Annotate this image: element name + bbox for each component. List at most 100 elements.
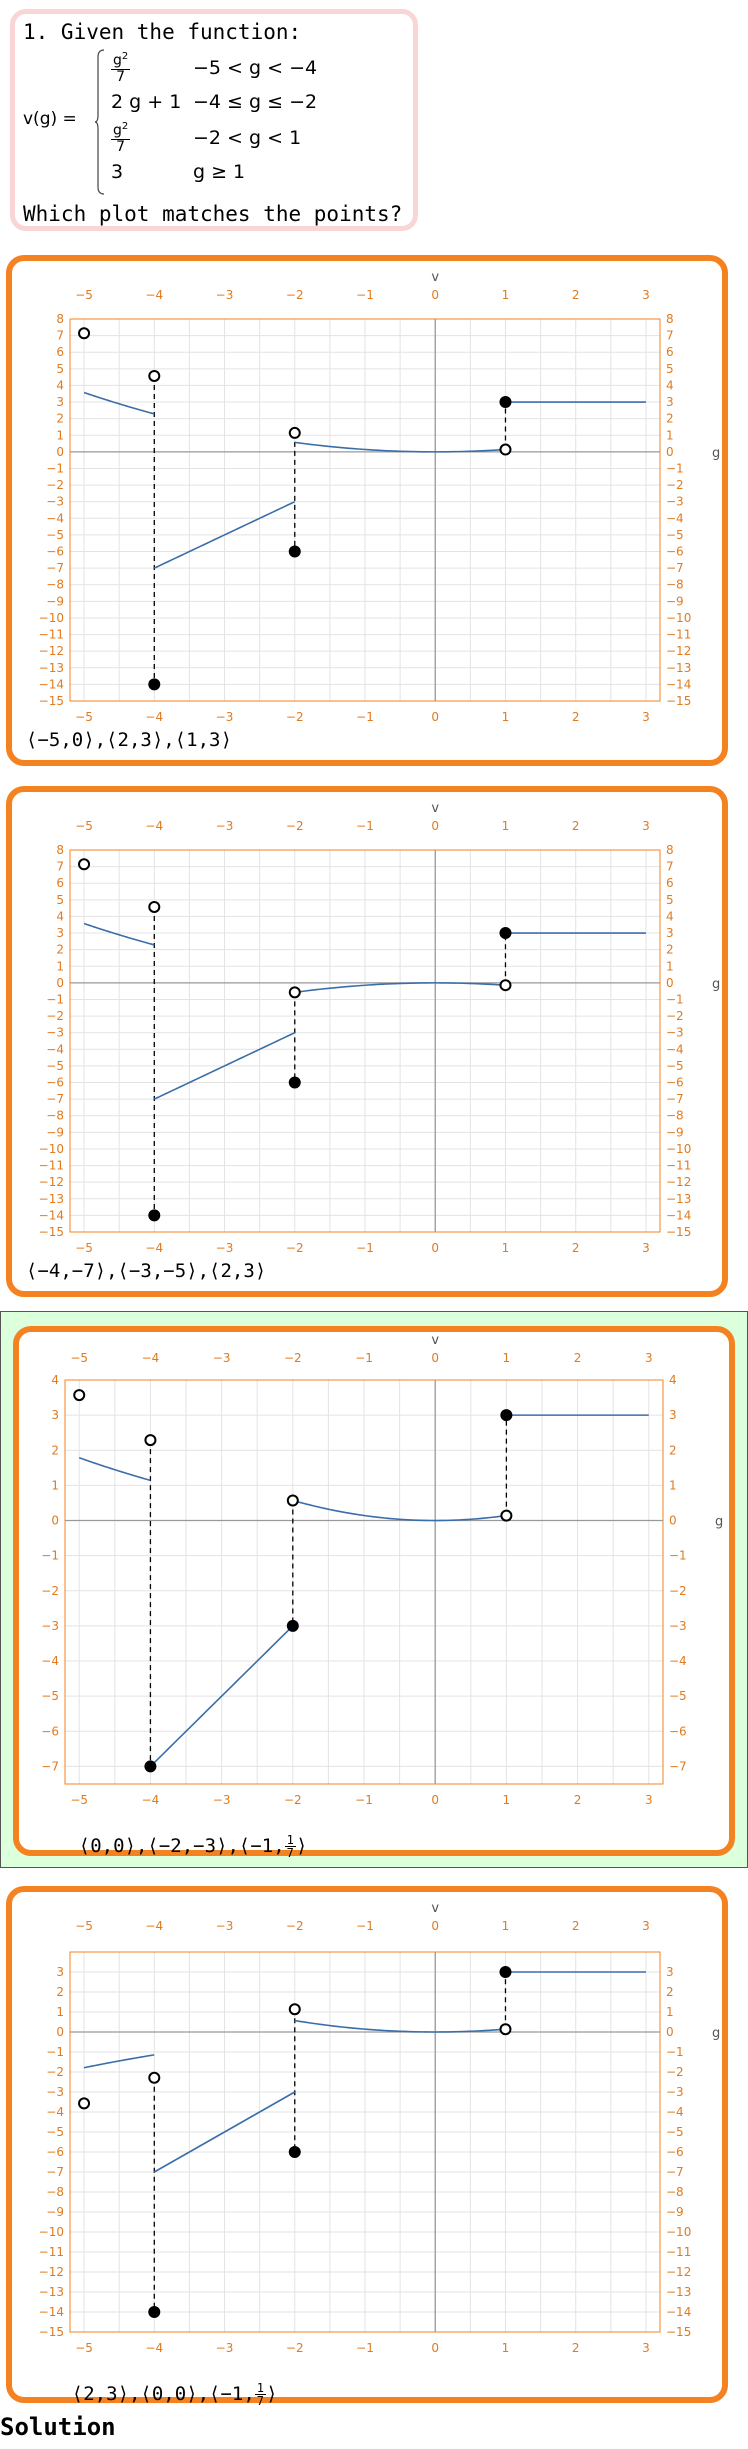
x-tick-label-bottom: 0	[431, 710, 439, 724]
x-tick-label-bottom: 1	[502, 1241, 510, 1255]
brace-icon	[95, 49, 105, 195]
y-axis-name: v	[431, 1901, 439, 1916]
y-tick-label-right: −2	[666, 2065, 684, 2079]
y-tick-label-left: 2	[56, 943, 64, 957]
y-tick-label-left: −5	[46, 2125, 64, 2139]
y-tick-label-left: −14	[39, 1208, 64, 1222]
y-tick-label-left: −13	[39, 661, 64, 675]
x-tick-label-top: 3	[642, 288, 650, 302]
x-tick-label-bottom: −1	[356, 2341, 374, 2355]
y-tick-label-right: −14	[666, 677, 691, 691]
y-tick-label-left: −15	[39, 694, 64, 708]
y-tick-label-right: −4	[666, 1042, 684, 1056]
y-tick-label-right: −11	[666, 628, 691, 642]
y-tick-label-right: 4	[666, 378, 674, 392]
open-point	[78, 858, 91, 871]
y-tick-label-left: 0	[56, 445, 64, 459]
open-point	[144, 1434, 157, 1447]
option-c[interactable]: −5 −5 −4 −4 −3 −3 −2 −2 −1 −1 0 0 1 1 2 2 3 3 4 4 3 3 2 2 1 1 0 0 −1…	[13, 1326, 735, 1859]
y-tick-label-left: 0	[51, 1514, 59, 1528]
y-tick-label-left: 4	[56, 378, 64, 392]
x-tick-label-top: −5	[75, 288, 93, 302]
x-tick-label-top: −1	[356, 819, 374, 833]
x-tick-label-top: −3	[216, 288, 234, 302]
y-tick-label-left: −9	[46, 594, 64, 608]
x-tick-label-bottom: −2	[286, 2341, 304, 2355]
x-tick-label-bottom: 1	[503, 1793, 511, 1807]
y-tick-label-right: −13	[666, 1192, 691, 1206]
open-point	[73, 1389, 86, 1402]
y-tick-label-right: −4	[666, 511, 684, 525]
y-tick-label-right: −5	[666, 1059, 684, 1073]
y-tick-label-right: −6	[666, 545, 684, 559]
y-tick-label-right: −5	[669, 1689, 687, 1703]
case-4-expr: 3	[111, 161, 124, 183]
open-point	[78, 2097, 91, 2110]
x-tick-label-bottom: −5	[75, 710, 93, 724]
y-tick-label-right: −10	[666, 2225, 691, 2239]
option-d[interactable]: −5 −5 −4 −4 −3 −3 −2 −2 −1 −1 0 0 1 1 2 2 3 3 3 3 2 2 1 1 0 0 −1 −1…	[6, 1886, 728, 2407]
option-b[interactable]: −5 −5 −4 −4 −3 −3 −2 −2 −1 −1 0 0 1 1 2 2 3 3 8 8 7 7 6 6 5 5 4 4 3 3…	[6, 786, 728, 1297]
y-tick-label-left: −2	[46, 1009, 64, 1023]
curve-segment	[83, 2054, 155, 2069]
y-tick-label-right: −5	[666, 528, 684, 542]
question-box: 1. Given the function: v(g) = g2 7 −5 < g…	[10, 9, 418, 231]
x-tick-label-top: 0	[431, 1919, 439, 1933]
y-tick-label-right: −14	[666, 1208, 691, 1222]
y-tick-label-left: −4	[46, 2105, 64, 2119]
y-tick-label-left: 2	[56, 1985, 64, 1999]
y-axis-name: v	[431, 270, 439, 285]
y-tick-label-right: −13	[666, 661, 691, 675]
solution-label: Solution	[0, 2413, 116, 2441]
y-tick-label-left: −4	[41, 1654, 59, 1668]
curve-segment	[83, 922, 155, 946]
x-tick-label-bottom: 1	[502, 710, 510, 724]
y-tick-label-right: 5	[666, 893, 674, 907]
y-tick-label-left: −3	[41, 1619, 59, 1633]
x-tick-label-top: 3	[642, 1919, 650, 1933]
open-point	[288, 2003, 301, 2016]
y-tick-label-left: −14	[39, 677, 64, 691]
y-tick-label-right: 4	[669, 1373, 677, 1387]
y-tick-label-right: −9	[666, 1125, 684, 1139]
y-tick-label-right: 3	[669, 1408, 677, 1422]
y-tick-label-right: −10	[666, 611, 691, 625]
y-tick-label-right: 0	[666, 2025, 674, 2039]
y-tick-label-left: −9	[46, 1125, 64, 1139]
plot-frame	[69, 318, 661, 702]
y-tick-label-right: −1	[669, 1549, 687, 1563]
x-tick-label-top: −5	[70, 1351, 88, 1365]
y-tick-label-left: −6	[46, 2145, 64, 2159]
y-tick-label-left: 0	[56, 2025, 64, 2039]
y-tick-label-right: −15	[666, 2325, 691, 2339]
y-tick-label-left: −12	[39, 644, 64, 658]
y-tick-label-right: 8	[666, 312, 674, 326]
x-tick-label-top: −4	[145, 819, 163, 833]
curve-segment	[153, 2091, 296, 2173]
x-tick-label-top: −2	[284, 1351, 302, 1365]
y-tick-label-right: −9	[666, 2205, 684, 2219]
y-tick-label-right: −8	[666, 2185, 684, 2199]
y-tick-label-right: −6	[666, 1076, 684, 1090]
option-a[interactable]: −5 −5 −4 −4 −3 −3 −2 −2 −1 −1 0 0 1 1 2 2 3 3 8 8 7 7 6 6 5 5 4 4 3 3…	[6, 255, 728, 766]
y-tick-label-left: −8	[46, 2185, 64, 2199]
x-tick-label-top: −3	[213, 1351, 231, 1365]
y-tick-label-left: −4	[46, 511, 64, 525]
x-tick-label-bottom: 2	[574, 1793, 582, 1807]
y-tick-label-right: 1	[666, 959, 674, 973]
y-tick-label-right: 2	[666, 1985, 674, 1999]
open-point	[286, 1494, 299, 1507]
y-tick-label-left: −2	[46, 2065, 64, 2079]
x-tick-label-top: −1	[355, 1351, 373, 1365]
y-tick-label-right: 0	[669, 1514, 677, 1528]
case-4-cond: g ≥ 1	[193, 161, 246, 183]
y-tick-label-right: 0	[666, 976, 674, 990]
x-tick-label-bottom: 2	[572, 1241, 580, 1255]
y-tick-label-right: −9	[666, 594, 684, 608]
y-tick-label-right: −3	[669, 1619, 687, 1633]
y-tick-label-right: −15	[666, 1225, 691, 1239]
y-tick-label-left: 6	[56, 345, 64, 359]
closed-point	[499, 396, 512, 409]
